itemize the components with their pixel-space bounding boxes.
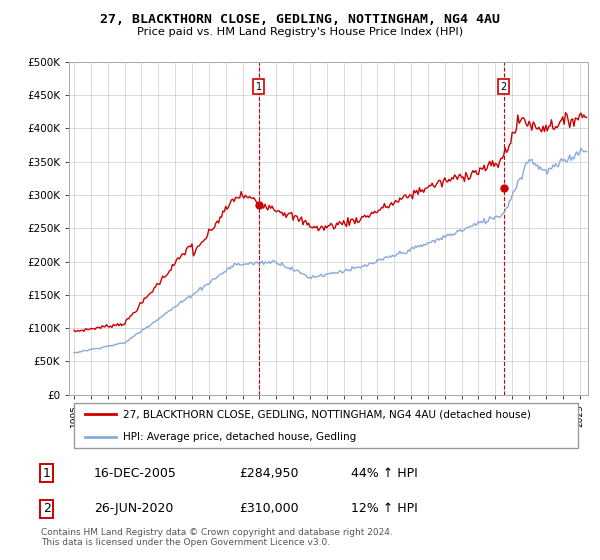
FancyBboxPatch shape [74, 403, 578, 448]
Text: HPI: Average price, detached house, Gedling: HPI: Average price, detached house, Gedl… [124, 432, 357, 442]
Text: £284,950: £284,950 [239, 466, 299, 480]
Text: Price paid vs. HM Land Registry's House Price Index (HPI): Price paid vs. HM Land Registry's House … [137, 27, 463, 37]
Text: 27, BLACKTHORN CLOSE, GEDLING, NOTTINGHAM, NG4 4AU (detached house): 27, BLACKTHORN CLOSE, GEDLING, NOTTINGHA… [124, 409, 532, 419]
Text: Contains HM Land Registry data © Crown copyright and database right 2024.
This d: Contains HM Land Registry data © Crown c… [41, 528, 393, 547]
Text: 27, BLACKTHORN CLOSE, GEDLING, NOTTINGHAM, NG4 4AU: 27, BLACKTHORN CLOSE, GEDLING, NOTTINGHA… [100, 13, 500, 26]
Text: 1: 1 [256, 82, 262, 92]
Text: 44% ↑ HPI: 44% ↑ HPI [351, 466, 418, 480]
Text: 2: 2 [43, 502, 50, 515]
Text: 12% ↑ HPI: 12% ↑ HPI [351, 502, 418, 515]
Text: 1: 1 [43, 466, 50, 480]
Text: 16-DEC-2005: 16-DEC-2005 [94, 466, 177, 480]
Text: 26-JUN-2020: 26-JUN-2020 [94, 502, 173, 515]
Text: 2: 2 [500, 82, 507, 92]
Text: £310,000: £310,000 [239, 502, 299, 515]
